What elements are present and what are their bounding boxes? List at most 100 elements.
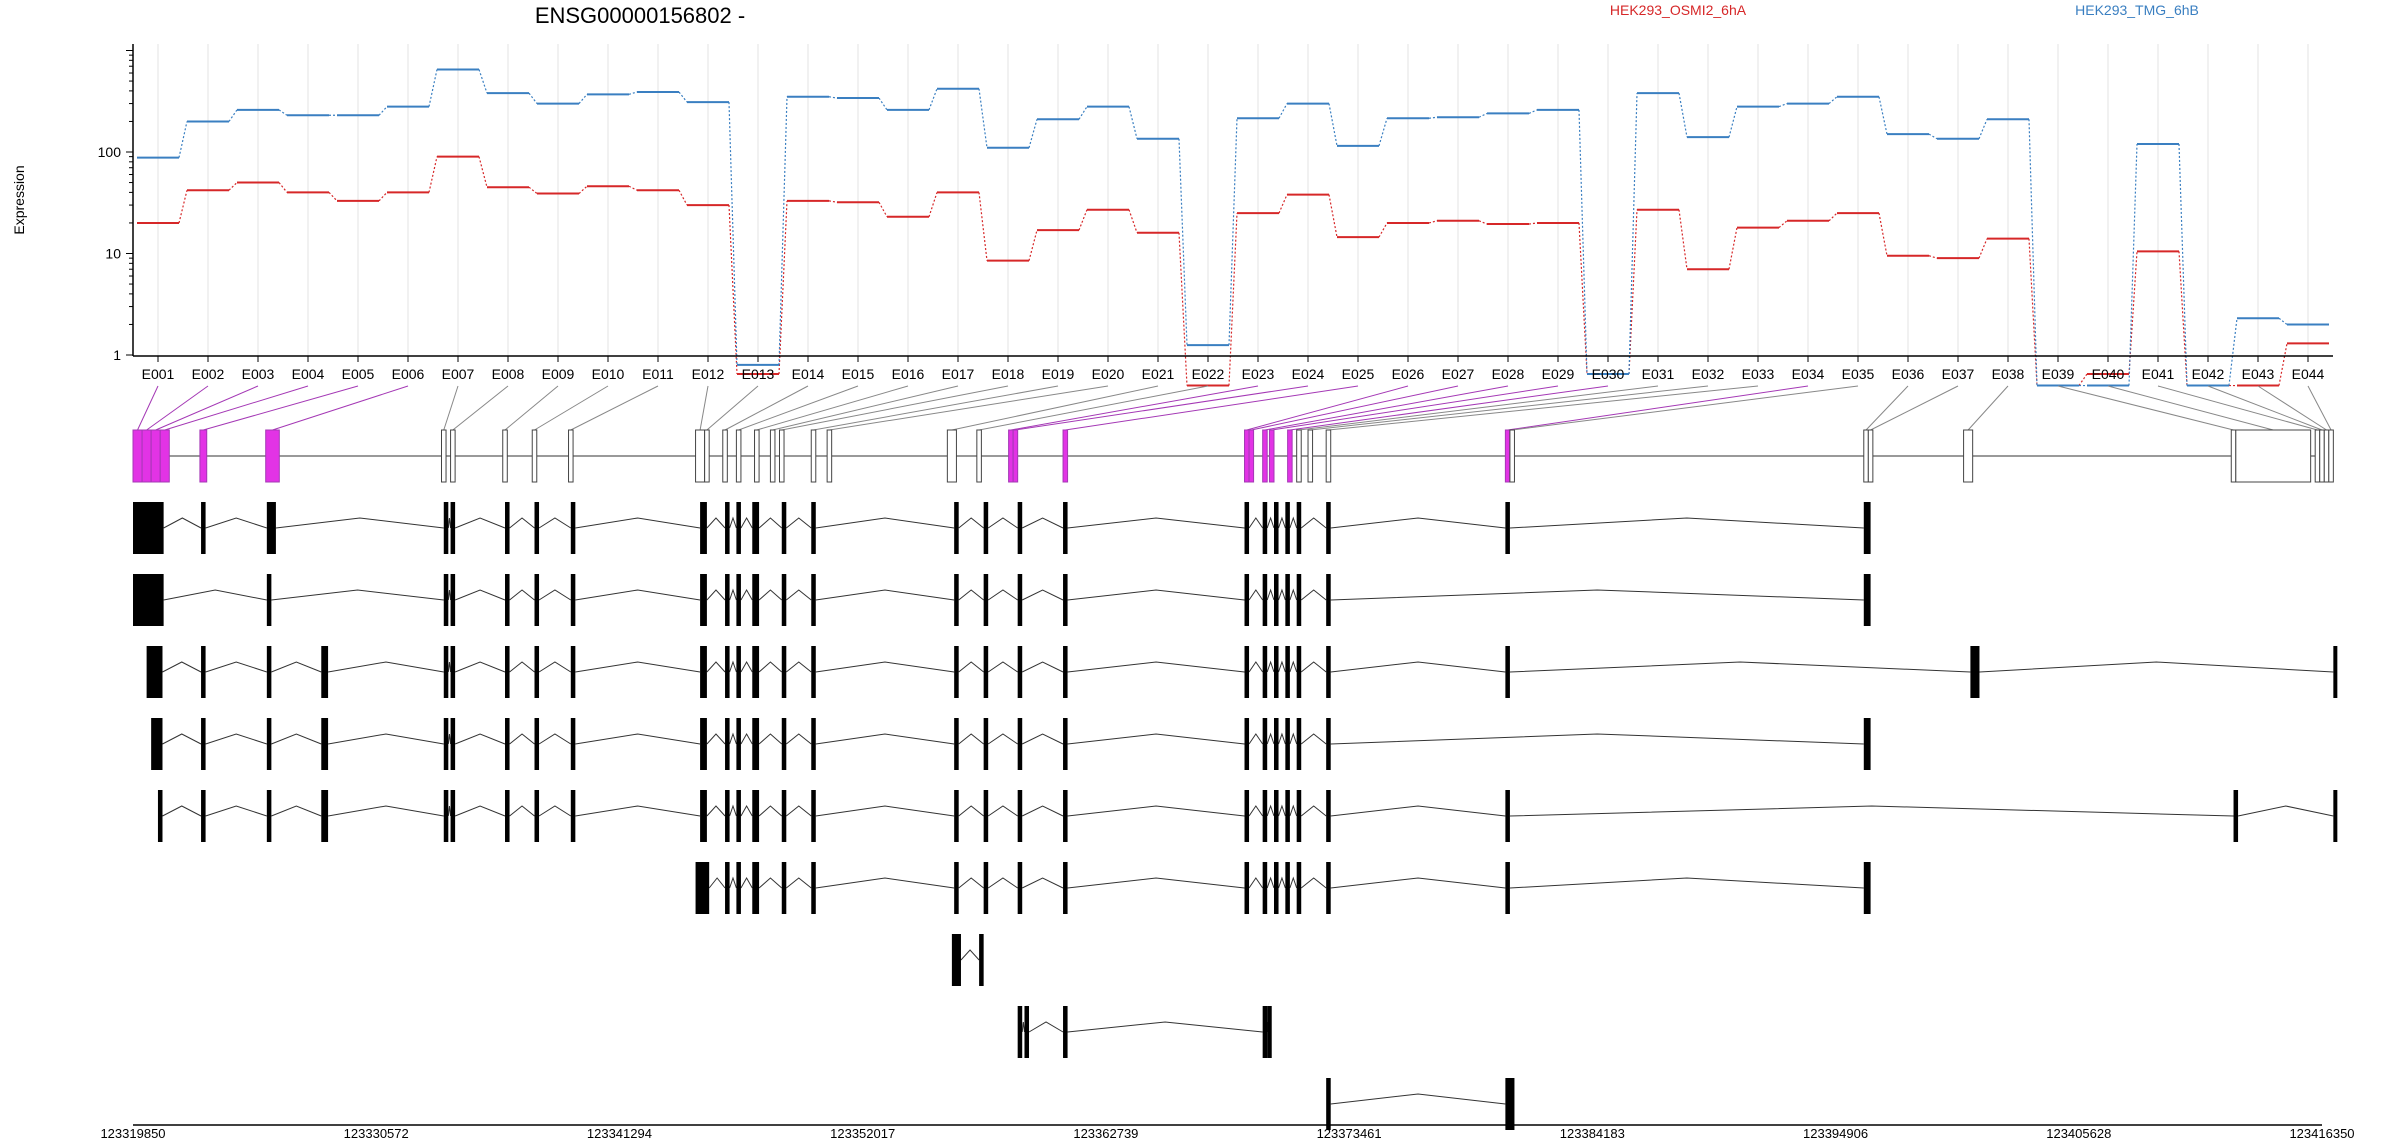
exon-connector — [1271, 385, 1559, 431]
intron — [729, 876, 737, 889]
exon-block — [725, 790, 730, 842]
series-connector — [828, 200, 838, 203]
series-connector — [1128, 209, 1138, 233]
series-connector — [178, 121, 188, 158]
intron — [1300, 805, 1327, 817]
exon-connector — [756, 385, 909, 431]
exon-connectors — [137, 385, 2332, 431]
x-tick-label: E020 — [1092, 366, 1125, 382]
intron — [987, 661, 1018, 673]
gene-exon — [150, 429, 161, 483]
intron — [987, 589, 1018, 601]
x-tick-label: E025 — [1342, 366, 1375, 382]
transcript-8 — [1017, 1006, 1272, 1058]
exon-block — [752, 862, 760, 914]
exon-block — [570, 574, 576, 626]
exon-block — [781, 862, 787, 914]
exon-block — [1024, 1006, 1030, 1058]
series-connector — [1428, 116, 1438, 119]
intron — [785, 661, 812, 673]
exon-block — [954, 790, 959, 842]
intron — [1266, 588, 1275, 601]
exon-connector — [203, 385, 359, 431]
series-connector — [1528, 109, 1538, 114]
gene-exon — [735, 429, 742, 483]
intron — [271, 733, 322, 745]
series-lines — [137, 68, 2329, 387]
gene-exon — [199, 429, 208, 483]
exon-block — [725, 502, 730, 554]
intron — [575, 661, 701, 673]
exon-block — [983, 862, 989, 914]
gene-exon — [826, 429, 833, 483]
exon-block — [2333, 790, 2338, 842]
series-connector — [1828, 212, 1838, 222]
series-connector — [1478, 112, 1488, 118]
transcript-6 — [695, 862, 1871, 914]
exon-block — [1505, 1078, 1515, 1130]
series-connector — [228, 109, 238, 122]
intron — [509, 733, 535, 745]
intron — [785, 733, 812, 745]
series-connector — [2128, 143, 2138, 386]
exon-block — [1326, 718, 1331, 770]
gene-exon — [1307, 429, 1314, 483]
exon-block — [570, 718, 576, 770]
intron — [758, 733, 783, 745]
y-tick-label: 10 — [105, 246, 121, 262]
exon-block — [781, 574, 787, 626]
x-tick-label: E039 — [2042, 366, 2075, 382]
exon-block — [1296, 790, 1302, 842]
gene-exon — [2314, 429, 2321, 483]
intron — [1266, 732, 1275, 745]
x-tick-label: E041 — [2142, 366, 2175, 382]
gene-exon — [2230, 429, 2237, 483]
exon-block — [534, 502, 540, 554]
gene-exon — [568, 429, 574, 483]
gene-exon — [1287, 429, 1293, 483]
series-connector — [1478, 220, 1488, 225]
exon-connector — [2107, 385, 2274, 431]
gene-exon — [1963, 429, 1974, 483]
exon-block — [1296, 718, 1302, 770]
series-connector — [1978, 238, 1988, 259]
intron — [162, 661, 202, 673]
series-connector — [1378, 118, 1388, 147]
series-connector — [678, 189, 688, 206]
series-connector — [1028, 229, 1038, 261]
intron — [271, 661, 322, 673]
exon-block — [781, 646, 787, 698]
x-tick-label: E027 — [1442, 366, 1475, 382]
intron — [815, 805, 955, 817]
intron — [729, 732, 737, 745]
exon-block — [1863, 862, 1871, 914]
intron — [1330, 877, 1506, 889]
exon-block — [450, 502, 456, 554]
series-connector — [1178, 138, 1188, 346]
exon-block — [1274, 718, 1279, 770]
intron — [1300, 661, 1327, 673]
transcript-3 — [146, 646, 2338, 698]
series-connector — [1128, 106, 1138, 139]
series-connector — [1178, 232, 1188, 386]
gene-exon — [531, 429, 538, 483]
exon-block — [266, 646, 272, 698]
exon-block — [1274, 646, 1279, 698]
exon-connector — [772, 385, 959, 431]
intron — [538, 661, 572, 673]
series-connector — [1278, 103, 1288, 119]
series-connector — [728, 205, 738, 375]
series-connector — [228, 182, 238, 191]
x-tick-label: E033 — [1742, 366, 1775, 382]
intron — [1278, 588, 1286, 601]
exon-block — [1505, 790, 1510, 842]
exon-block — [1505, 502, 1510, 554]
series-connector — [1528, 222, 1538, 225]
transcript-2 — [133, 574, 1871, 626]
x-tick-label: E034 — [1792, 366, 1825, 382]
legend-series-a: HEK293_OSMI2_6hA — [1610, 2, 1747, 18]
intron — [987, 805, 1018, 817]
intron — [960, 949, 980, 961]
intron — [538, 733, 572, 745]
x-axis-exons: E001 E002 E003 E004 E005 E006 E007 E008 E009 E010… — [133, 355, 2333, 382]
